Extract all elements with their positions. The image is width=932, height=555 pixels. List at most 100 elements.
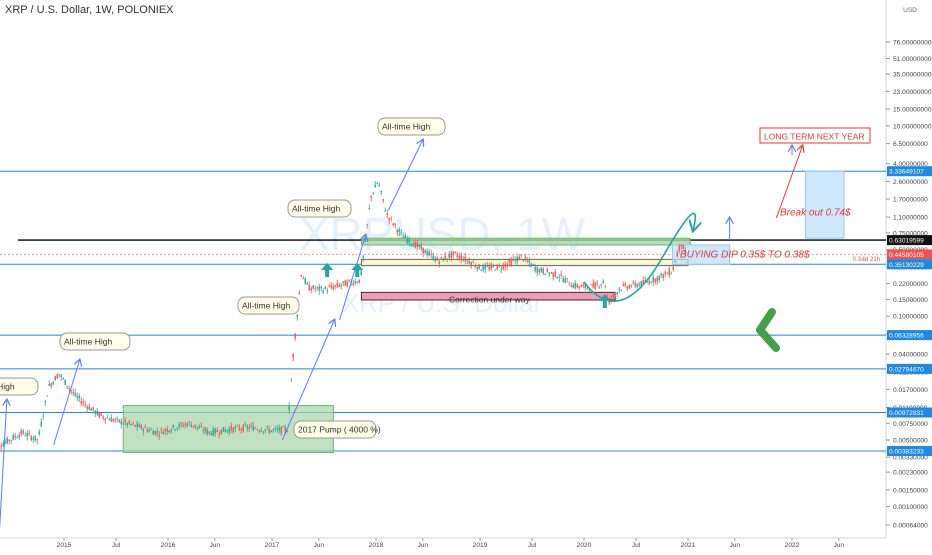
candle-body: [160, 429, 162, 430]
candle-body: [348, 279, 350, 281]
candle-body: [374, 184, 376, 188]
candle-body: [518, 256, 520, 261]
price-axis-unit: USD: [903, 7, 917, 14]
candle-body: [508, 259, 510, 263]
candle-body: [620, 289, 622, 291]
candle-body: [132, 423, 134, 424]
candle-body: [312, 285, 314, 289]
candle-body: [404, 235, 406, 239]
candle-body: [604, 285, 606, 287]
time-tick-label: 2017: [265, 542, 280, 549]
candle-body: [484, 265, 486, 270]
candle-body: [616, 292, 618, 295]
candle-body: [80, 401, 82, 404]
candle-body: [410, 243, 412, 245]
candle-body: [174, 429, 176, 431]
candle-body: [394, 223, 396, 226]
pump-callout: 2017 Pump ( 4000 %): [298, 425, 381, 435]
candle-body: [488, 266, 490, 270]
candle-body: [236, 425, 238, 427]
candle-body: [230, 426, 232, 431]
ath-callout-frame: [59, 332, 131, 351]
buy-zone-box-yellow: [360, 258, 689, 267]
candle-body: [190, 424, 192, 428]
candle-body: [480, 270, 482, 271]
candle-body: [594, 282, 596, 289]
candle-body: [462, 258, 464, 261]
candle-body: [328, 286, 330, 288]
candle-body: [598, 286, 600, 288]
candle-body: [434, 258, 436, 262]
candle-body: [516, 257, 518, 262]
candle-body: [288, 405, 290, 411]
buy-signal-arrow: [598, 294, 611, 308]
candle-body: [186, 423, 188, 427]
candle-body: [564, 278, 566, 283]
candle-body: [560, 274, 562, 276]
candle-body: [320, 286, 322, 289]
candle-body: [66, 386, 68, 387]
candle-body: [314, 288, 316, 290]
candle-body: [340, 284, 342, 286]
countdown-label: 4d 21h: [862, 257, 880, 263]
candle-body: [402, 236, 404, 239]
candle-body: [306, 282, 308, 285]
candle-body: [614, 293, 616, 295]
candle-body: [54, 376, 56, 381]
candle-body: [28, 433, 30, 434]
price-tick-label: 35.00000000: [893, 72, 932, 79]
candle-body: [50, 383, 52, 387]
price-tag-box: [887, 166, 932, 177]
candle-body: [492, 265, 494, 267]
candle-body: [128, 421, 130, 424]
candle-body: [108, 419, 110, 421]
candle-body: [8, 439, 10, 442]
candle-body: [72, 391, 74, 393]
candle-body: [296, 315, 298, 317]
candle-body: [104, 418, 106, 421]
candle-body: [242, 425, 244, 432]
ath-callout: All-time High: [242, 301, 290, 311]
candle-body: [602, 280, 604, 283]
candle-body: [202, 430, 204, 432]
candle-body: [406, 238, 408, 243]
candle-body: [512, 258, 514, 261]
candle-body: [420, 245, 422, 250]
candle-body: [24, 435, 26, 437]
candle-body: [666, 273, 668, 275]
candle-body: [586, 287, 588, 289]
price-tick-label: 0.00330000: [893, 455, 928, 462]
ath-callout: All-time High: [64, 337, 112, 347]
candle-body: [226, 429, 228, 432]
candle-body: [432, 255, 434, 261]
candle-body: [264, 429, 266, 431]
time-tick-label: Jun: [833, 542, 844, 549]
candle-body: [96, 410, 98, 415]
candle-body: [136, 423, 138, 428]
time-tick-label: 2019: [473, 542, 488, 549]
candle-body: [0, 446, 2, 448]
candle-body: [20, 430, 22, 435]
candle-body: [116, 418, 118, 419]
price-tick-label: 0.00750000: [893, 421, 928, 428]
candle-body: [476, 267, 478, 270]
candle-body: [458, 255, 460, 259]
candle-body: [150, 429, 152, 431]
candle-body: [168, 430, 170, 433]
candle-body: [330, 285, 332, 288]
candle-body: [58, 374, 60, 375]
candle-body: [678, 244, 680, 251]
ath-callout: All-time High: [292, 204, 340, 214]
candle-body: [506, 263, 508, 267]
buy-signal-arrow: [321, 263, 334, 277]
ath-callout: e High: [0, 382, 15, 392]
candle-body: [64, 379, 66, 386]
candle-body: [2, 443, 4, 447]
time-tick-label: Jul: [632, 542, 641, 549]
candle-body: [270, 430, 272, 433]
price-tag-label: 3.33649107: [889, 169, 924, 176]
candle-body: [648, 280, 650, 284]
candle-body: [662, 274, 664, 278]
